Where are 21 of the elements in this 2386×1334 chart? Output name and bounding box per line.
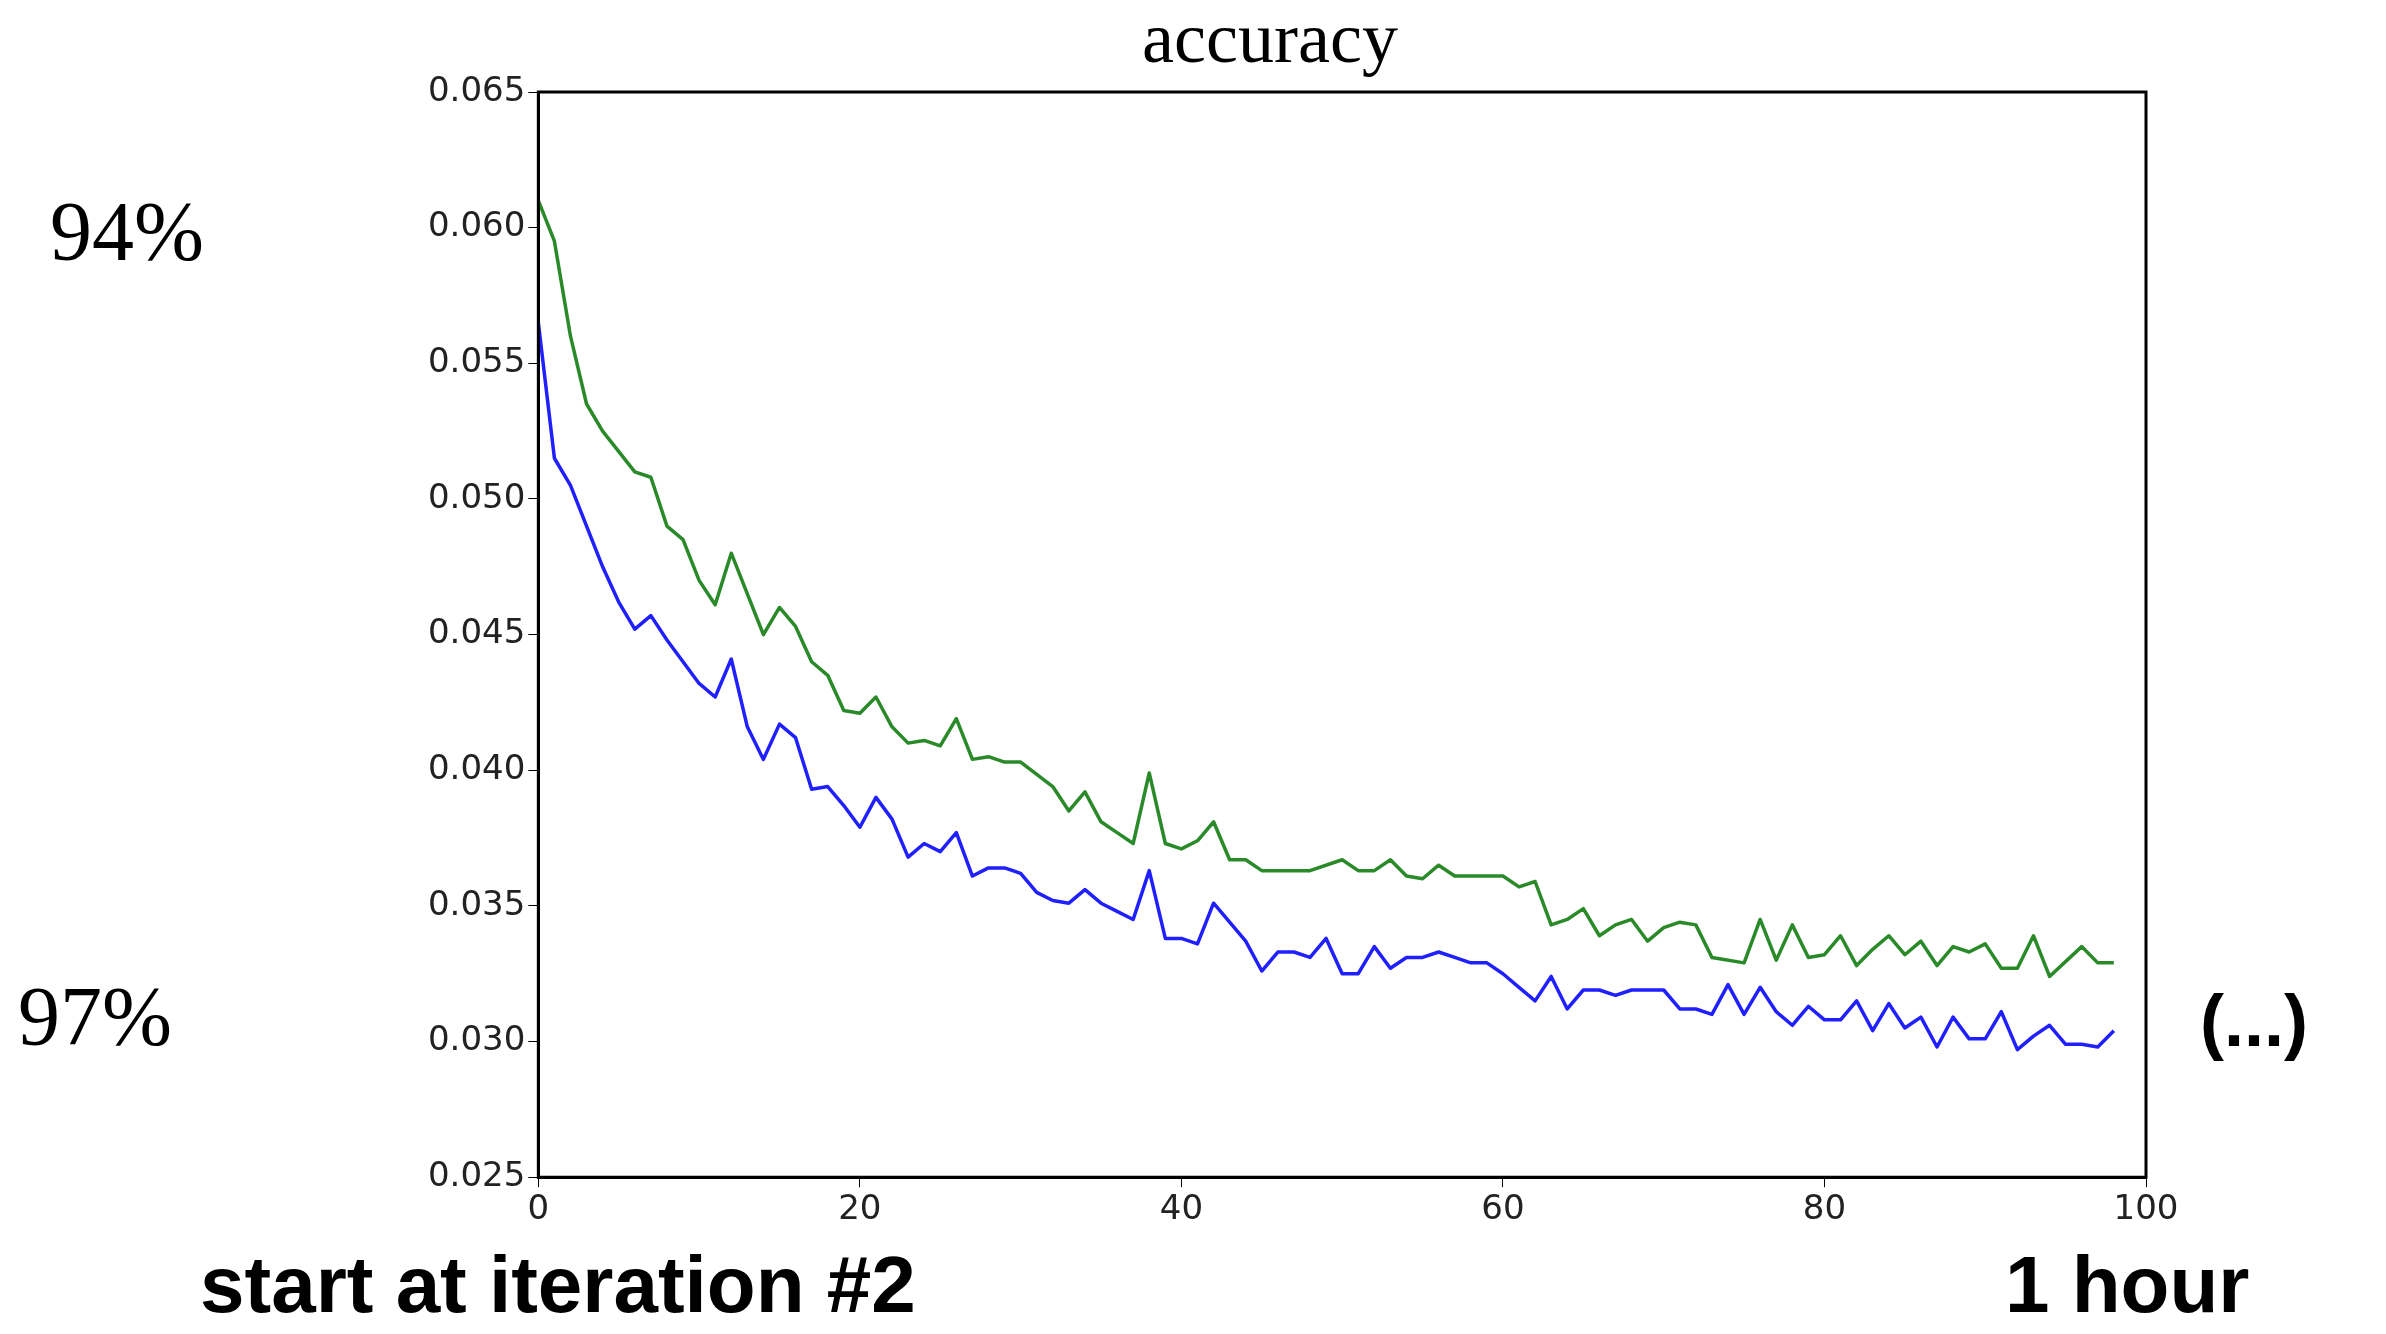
text: 97%: [18, 970, 172, 1063]
text: 94%: [50, 185, 204, 278]
y-tick-label: 0.025: [427, 1154, 526, 1195]
y-tick-label: 0.055: [427, 340, 526, 381]
x-tick-label: 80: [1802, 1187, 1847, 1228]
text: 1 hour: [2005, 1240, 2250, 1329]
x-tick-label: 40: [1159, 1187, 1204, 1228]
y-tick-label: 0.030: [427, 1018, 526, 1059]
y-tick-label: 0.060: [427, 204, 526, 245]
x-tick-label: 100: [2113, 1187, 2179, 1228]
x-tick-label: 60: [1481, 1187, 1525, 1228]
chart-title: accuracy: [1142, 0, 1398, 78]
y-tick-label: 0.045: [427, 611, 526, 652]
y-tick-label: 0.035: [427, 882, 526, 923]
x-tick-label: 20: [838, 1187, 882, 1228]
y-tick-label: 0.040: [427, 747, 526, 788]
text: (...): [2200, 981, 2308, 1061]
y-tick-label: 0.065: [427, 68, 526, 109]
y-tick-label: 0.050: [427, 475, 526, 516]
x-tick-label: 0: [527, 1187, 550, 1228]
text: start at iteration #2: [200, 1240, 916, 1329]
